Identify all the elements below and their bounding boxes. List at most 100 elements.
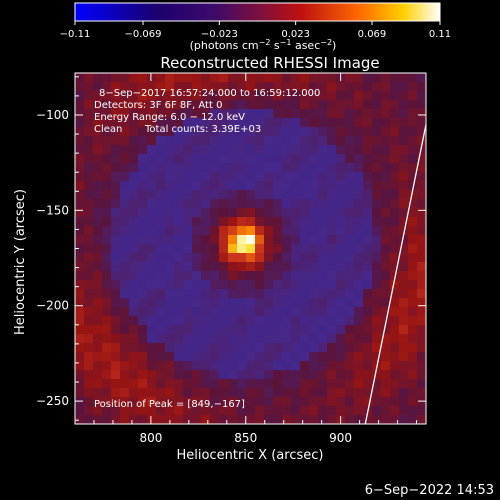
heatmap-cell <box>345 280 355 290</box>
heatmap-cell <box>372 370 382 380</box>
heatmap-cell <box>93 370 103 380</box>
heatmap-cell <box>336 136 346 146</box>
heatmap-cell <box>354 163 364 173</box>
heatmap-cell <box>93 208 103 218</box>
annotation-energy: Energy Range: 6.0 − 12.0 keV <box>94 112 245 123</box>
heatmap-cell <box>192 271 202 281</box>
heatmap-cell <box>273 253 283 263</box>
heatmap-cell <box>327 145 337 155</box>
heatmap-cell <box>309 271 319 281</box>
heatmap-cell <box>345 262 355 272</box>
heatmap-cell <box>264 91 274 101</box>
heatmap-cell <box>246 127 256 137</box>
heatmap-cell <box>210 217 220 227</box>
heatmap-cell <box>291 181 301 191</box>
heatmap-cell <box>102 280 112 290</box>
heatmap-cell <box>354 145 364 155</box>
heatmap-cell <box>255 127 265 137</box>
heatmap-cell <box>345 154 355 164</box>
heatmap-cell <box>165 316 175 326</box>
heatmap-cell <box>363 262 373 272</box>
heatmap-cell <box>165 307 175 317</box>
heatmap-cell <box>318 370 328 380</box>
heatmap-cell <box>156 109 166 119</box>
heatmap-cell <box>300 325 310 335</box>
heatmap-cell <box>93 307 103 317</box>
heatmap-cell <box>111 280 121 290</box>
heatmap-cell <box>120 91 130 101</box>
heatmap-cell <box>147 109 157 119</box>
heatmap-cell <box>372 226 382 236</box>
heatmap-cell <box>246 100 256 110</box>
heatmap-cell <box>327 379 337 389</box>
heatmap-cell <box>192 145 202 155</box>
heatmap-cell <box>237 388 247 398</box>
heatmap-cell <box>102 145 112 155</box>
heatmap-cell <box>417 325 426 335</box>
heatmap-cell <box>93 280 103 290</box>
heatmap-cell <box>183 271 193 281</box>
heatmap-cell <box>372 190 382 200</box>
heatmap-cell <box>300 271 310 281</box>
heatmap-cell <box>102 352 112 362</box>
heatmap-cell <box>147 208 157 218</box>
heatmap-cell <box>336 307 346 317</box>
heatmap-cell <box>345 136 355 146</box>
heatmap-cell <box>318 172 328 182</box>
heatmap-cell <box>120 415 130 424</box>
heatmap-cell <box>84 181 94 191</box>
heatmap-cell <box>291 73 301 83</box>
heatmap-cell <box>228 415 238 424</box>
heatmap-cell <box>183 298 193 308</box>
heatmap-cell <box>120 325 130 335</box>
heatmap-cell <box>390 109 400 119</box>
heatmap-cell <box>264 379 274 389</box>
heatmap-cell <box>237 235 247 245</box>
heatmap-cell <box>129 91 139 101</box>
heatmap-cell <box>336 82 346 92</box>
heatmap-cell <box>129 253 139 263</box>
heatmap-cell <box>381 388 391 398</box>
heatmap-cell <box>372 289 382 299</box>
heatmap-cell <box>228 334 238 344</box>
heatmap-cell <box>228 388 238 398</box>
heatmap-cell <box>210 415 220 424</box>
heatmap-cell <box>111 343 121 353</box>
heatmap-cell <box>156 253 166 263</box>
heatmap-cell <box>291 145 301 155</box>
heatmap-cell <box>237 415 247 424</box>
heatmap-cell <box>408 226 418 236</box>
heatmap-cell <box>219 109 229 119</box>
heatmap-cell <box>417 271 426 281</box>
heatmap-cell <box>354 127 364 137</box>
heatmap-cell <box>75 244 85 254</box>
heatmap-cell <box>228 244 238 254</box>
heatmap-cell <box>201 280 211 290</box>
heatmap-cell <box>237 289 247 299</box>
heatmap-cell <box>192 91 202 101</box>
heatmap-cell <box>372 253 382 263</box>
heatmap-cell <box>291 154 301 164</box>
heatmap-cell <box>327 280 337 290</box>
heatmap-cell <box>237 352 247 362</box>
heatmap-cell <box>120 100 130 110</box>
heatmap-cell <box>282 127 292 137</box>
heatmap-cell <box>129 388 139 398</box>
heatmap-cell <box>282 100 292 110</box>
heatmap-cell <box>183 217 193 227</box>
heatmap-cell <box>219 199 229 209</box>
heatmap-cell <box>246 163 256 173</box>
heatmap-cell <box>219 316 229 326</box>
heatmap-cell <box>174 307 184 317</box>
heatmap-cell <box>336 379 346 389</box>
heatmap-cell <box>255 226 265 236</box>
heatmap-cell <box>201 127 211 137</box>
heatmap-cell <box>372 118 382 128</box>
heatmap-cell <box>111 127 121 137</box>
heatmap-cell <box>372 388 382 398</box>
heatmap-cell <box>156 361 166 371</box>
heatmap-cell <box>345 100 355 110</box>
heatmap-cell <box>372 73 382 83</box>
heatmap-cell <box>300 190 310 200</box>
heatmap-cell <box>327 136 337 146</box>
